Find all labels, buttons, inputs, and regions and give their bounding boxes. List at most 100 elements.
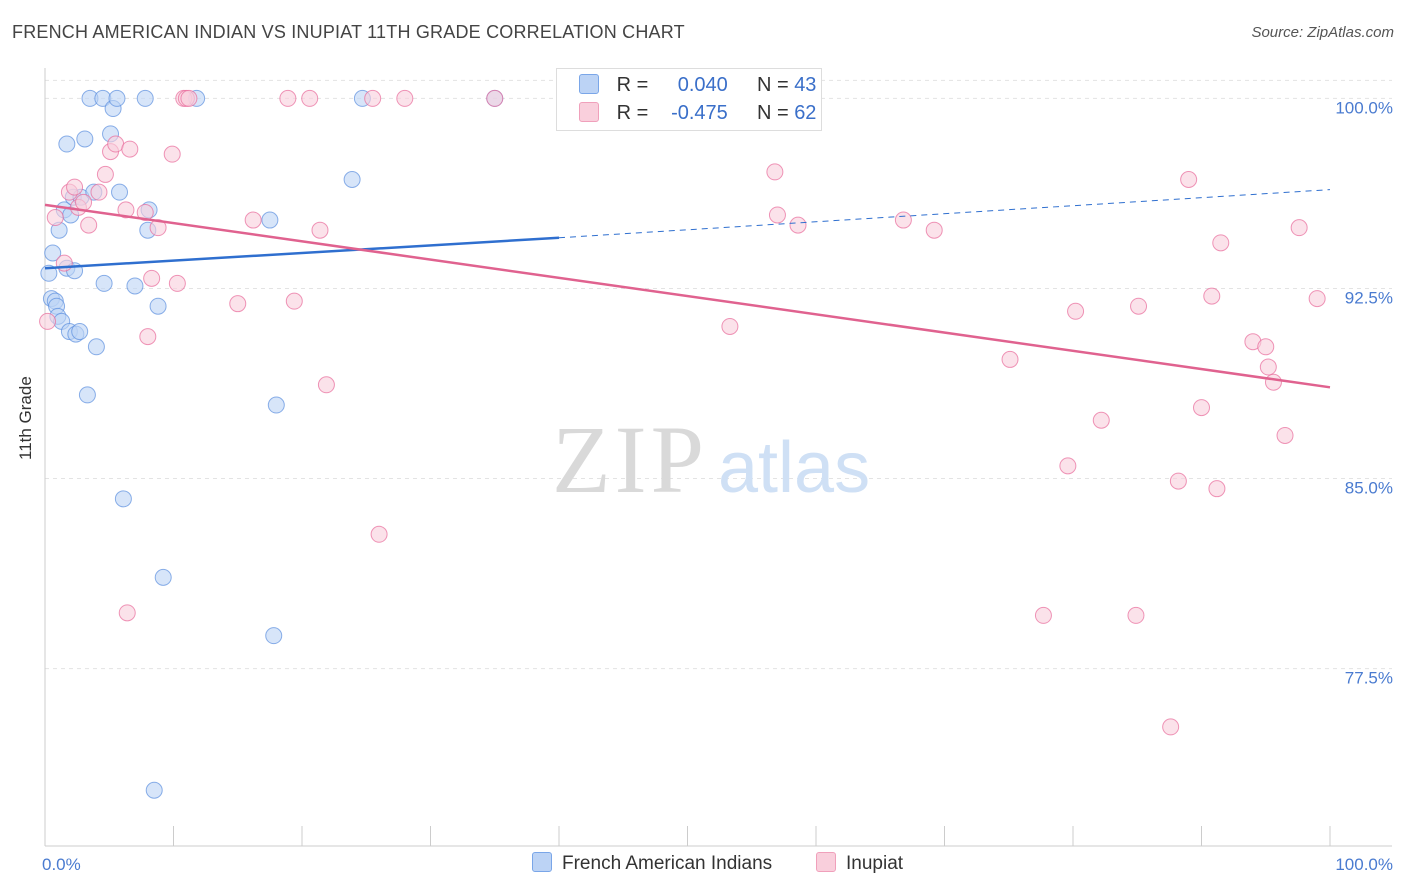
point-inupiat: [75, 193, 93, 211]
point-french-american-indians: [145, 781, 163, 799]
point-inupiat: [1276, 426, 1294, 444]
y-tick-label: 92.5%: [1345, 288, 1393, 307]
point-inupiat: [1127, 606, 1145, 624]
point-french-american-indians: [71, 323, 89, 341]
point-inupiat: [90, 183, 108, 201]
point-inupiat: [1169, 472, 1187, 490]
point-inupiat: [311, 221, 329, 239]
point-french-american-indians: [95, 274, 113, 292]
point-inupiat: [1180, 171, 1198, 189]
point-inupiat: [285, 292, 303, 310]
trend-lines: [44, 189, 1331, 389]
legend-r-value: -0.475: [671, 102, 728, 124]
point-inupiat: [1193, 399, 1210, 417]
point-french-american-indians: [267, 396, 285, 414]
y-tick-label: 100.0%: [1335, 98, 1393, 117]
point-inupiat: [1203, 287, 1221, 305]
point-french-american-indians: [154, 568, 172, 586]
trend-line-french-american-indians: [44, 236, 560, 270]
legend-n-value: 62: [794, 102, 817, 124]
point-inupiat: [768, 206, 786, 224]
point-inupiat: [136, 203, 154, 221]
point-french-american-indians: [108, 89, 126, 107]
point-inupiat: [1308, 290, 1326, 308]
point-inupiat: [486, 89, 504, 107]
legend-n-label: N =: [756, 74, 789, 96]
point-french-american-indians: [76, 130, 94, 148]
legend-r-label: R =: [616, 102, 649, 124]
point-inupiat: [66, 178, 84, 196]
point-inupiat: [229, 295, 247, 313]
point-inupiat: [1162, 718, 1180, 736]
point-french-american-indians: [111, 183, 129, 201]
x-tick-label-min: 0.0%: [42, 855, 81, 874]
grid-lines: [45, 79, 1392, 670]
point-inupiat: [118, 604, 136, 622]
point-inupiat: [279, 89, 297, 107]
point-inupiat: [163, 145, 181, 163]
point-inupiat: [789, 216, 807, 234]
point-french-american-indians: [87, 338, 105, 356]
point-inupiat: [107, 135, 125, 153]
bottom-legend-label: Inupiat: [846, 853, 904, 874]
legend-r-value: 0.040: [677, 74, 728, 96]
point-inupiat: [168, 274, 186, 292]
watermark: ZIP atlas: [552, 406, 870, 513]
point-inupiat: [244, 211, 262, 229]
watermark-atlas: atlas: [718, 428, 870, 508]
point-inupiat: [55, 254, 73, 272]
point-french-american-indians: [114, 490, 132, 508]
point-inupiat: [96, 165, 114, 183]
point-french-american-indians: [44, 244, 62, 262]
point-inupiat: [1001, 350, 1019, 368]
legend-swatch-blue: [579, 74, 599, 94]
point-inupiat: [925, 221, 943, 239]
point-inupiat: [766, 163, 784, 181]
point-inupiat: [1034, 606, 1052, 624]
point-french-american-indians: [58, 135, 76, 153]
point-french-american-indians: [265, 627, 283, 645]
point-inupiat: [1130, 297, 1148, 315]
legend-swatch-pink: [579, 102, 599, 122]
point-french-american-indians: [343, 171, 361, 189]
point-inupiat: [143, 269, 161, 287]
y-tick-label: 77.5%: [1345, 669, 1393, 688]
bottom-legend-swatch-pink: [816, 852, 836, 872]
point-inupiat: [364, 89, 382, 107]
point-inupiat: [1208, 480, 1226, 498]
point-inupiat: [1290, 219, 1308, 237]
point-inupiat: [1212, 234, 1230, 252]
data-points: [39, 89, 1326, 799]
trend-line-french-american-indians-extended: [558, 189, 1331, 239]
correlation-legend: R = 0.040 N = 43 R = -0.475 N = 62: [556, 68, 822, 131]
chart-title: FRENCH AMERICAN INDIAN VS INUPIAT 11TH G…: [12, 22, 685, 42]
point-inupiat: [180, 89, 198, 107]
source-label: Source: ZipAtlas.com: [1251, 24, 1394, 41]
axes: [44, 68, 1392, 847]
point-inupiat: [370, 525, 388, 543]
legend-row-inupiat: R = -0.475 N = 62: [579, 102, 816, 126]
point-inupiat: [894, 211, 912, 229]
legend-n-value: 43: [794, 74, 817, 96]
x-tick-label-max: 100.0%: [1335, 855, 1393, 874]
bottom-legend-swatch-blue: [532, 852, 552, 872]
legend-row-french-american-indians: R = 0.040 N = 43: [579, 74, 816, 98]
point-french-american-indians: [149, 297, 167, 315]
point-inupiat: [317, 376, 335, 394]
point-inupiat: [1067, 302, 1085, 320]
trend-line-inupiat: [44, 203, 1331, 389]
bottom-legend-inupiat: Inupiat: [816, 852, 903, 875]
point-inupiat: [80, 216, 98, 234]
watermark-zip: ZIP: [552, 406, 708, 513]
point-inupiat: [121, 140, 139, 158]
point-french-american-indians: [126, 277, 144, 295]
bottom-legend-label: French American Indians: [562, 853, 773, 874]
point-inupiat: [39, 312, 57, 330]
point-inupiat: [301, 89, 319, 107]
bottom-legend-french-american-indians: French American Indians: [532, 852, 772, 875]
legend-n-label: N =: [756, 102, 789, 124]
point-french-american-indians: [78, 386, 96, 404]
point-inupiat: [1264, 373, 1282, 391]
point-inupiat: [117, 201, 135, 219]
